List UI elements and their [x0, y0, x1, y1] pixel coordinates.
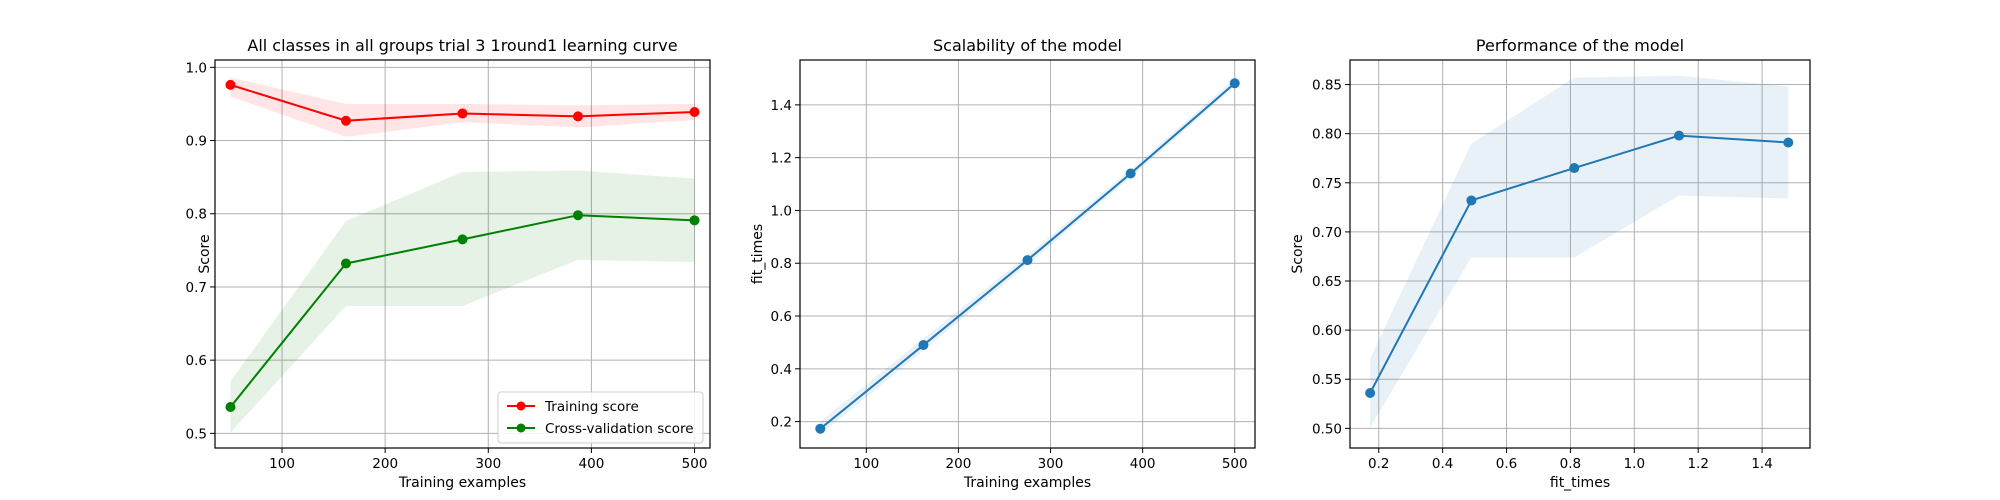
y-tick-label: 0.2	[771, 415, 792, 431]
confidence-band	[230, 170, 695, 433]
legend-frame	[497, 391, 704, 444]
data-point	[1022, 255, 1033, 266]
data-point	[457, 234, 468, 245]
y-tick-label: 0.85	[1312, 78, 1342, 94]
y-tick-label: 1.0	[186, 60, 207, 76]
scalability-ylabel: fit_times	[750, 224, 766, 284]
x-tick-label: 100	[269, 456, 295, 472]
plot-area: 0.2 0.4 0.6 0.8 1.0 1.2 1.4 0.50 0.55 0.60 0.65 0.7…	[1312, 59, 1811, 472]
y-tick-label: 0.60	[1312, 323, 1342, 339]
y-tick-label: 0.9	[186, 134, 207, 150]
data-point	[918, 340, 929, 351]
learning-curve-ylabel: Score	[197, 234, 213, 273]
x-tick-label: 0.8	[1560, 456, 1581, 472]
plot-area: 100 200 300 400 500 0.2 0.4 0.6 0.8 1.0 1.2 1.4	[771, 59, 1256, 472]
x-tick-label: 100	[853, 456, 879, 472]
data-point	[815, 423, 826, 434]
data-point	[1466, 195, 1477, 206]
data-point	[689, 215, 700, 226]
y-tick-label: 1.4	[771, 98, 792, 114]
axes-frame	[799, 59, 1256, 449]
learning-curve-xlabel: Training examples	[398, 475, 526, 491]
learning-curve-legend: Training score Cross-validation score	[497, 391, 704, 444]
y-tick-label: 0.6	[771, 309, 792, 325]
legend-cv-label: Cross-validation score	[545, 421, 694, 437]
x-tick-label: 300	[1038, 456, 1064, 472]
data-point	[689, 106, 700, 117]
data-point	[1783, 137, 1794, 148]
scalability-panel: 100 200 300 400 500 0.2 0.4 0.6 0.8 1.0 1.2 1.4 Sca…	[750, 36, 1256, 491]
data-point	[1125, 168, 1136, 179]
data-point	[1365, 387, 1376, 398]
axes-frame	[1349, 59, 1811, 449]
data-point	[340, 258, 351, 269]
performance-xlabel: fit_times	[1550, 475, 1610, 491]
x-tick-label: 0.6	[1496, 456, 1517, 472]
data-point	[1569, 163, 1580, 174]
x-tick-label: 500	[1222, 456, 1248, 472]
x-tick-label: 500	[682, 456, 708, 472]
data-point	[340, 115, 351, 126]
y-tick-label: 0.70	[1312, 225, 1342, 241]
legend-cv-marker	[516, 423, 526, 433]
data-point	[573, 111, 583, 122]
y-tick-label: 0.50	[1312, 421, 1342, 437]
y-tick-label: 0.65	[1312, 274, 1342, 290]
learning-curve-panel: 100 200 300 400 500 0.5 0.6 0.7 0.8 0.9 1.0 All cl…	[186, 36, 711, 491]
y-tick-label: 0.55	[1312, 372, 1342, 388]
y-tick-label: 0.75	[1312, 176, 1342, 192]
y-tick-label: 1.0	[771, 203, 792, 219]
scalability-xlabel: Training examples	[963, 475, 1091, 491]
x-tick-label: 1.4	[1751, 456, 1772, 472]
y-tick-label: 0.5	[186, 426, 207, 442]
data-point	[457, 108, 468, 119]
legend-training-label: Training score	[544, 399, 639, 415]
x-tick-label: 200	[946, 456, 972, 472]
data-point	[1229, 78, 1240, 89]
axes-frame	[214, 59, 711, 449]
data-point	[1674, 130, 1685, 141]
performance-title: Performance of the model	[1476, 36, 1684, 55]
plot-area: 100 200 300 400 500 0.5 0.6 0.7 0.8 0.9 1.0	[186, 59, 711, 472]
y-tick-label: 0.8	[186, 207, 207, 223]
y-tick-label: 1.2	[771, 151, 792, 167]
confidence-band	[1370, 75, 1789, 428]
y-tick-label: 0.4	[771, 362, 792, 378]
x-tick-label: 0.2	[1368, 456, 1389, 472]
x-tick-label: 1.0	[1624, 456, 1645, 472]
data-point	[225, 402, 236, 413]
x-tick-label: 1.2	[1687, 456, 1708, 472]
x-tick-label: 400	[579, 456, 605, 472]
learning-curve-title: All classes in all groups trial 3 1round…	[247, 36, 677, 55]
performance-ylabel: Score	[1290, 234, 1306, 273]
data-point	[573, 210, 583, 221]
performance-panel: 0.2 0.4 0.6 0.8 1.0 1.2 1.4 0.50 0.55 0.60 0.65 0.7…	[1290, 36, 1811, 491]
x-tick-label: 200	[372, 456, 398, 472]
x-tick-label: 0.4	[1432, 456, 1453, 472]
y-tick-label: 0.6	[186, 353, 207, 369]
scalability-title: Scalability of the model	[933, 36, 1122, 55]
x-tick-label: 300	[475, 456, 501, 472]
y-tick-label: 0.7	[186, 280, 207, 296]
legend-training-marker	[516, 401, 526, 411]
y-tick-label: 0.8	[771, 256, 792, 272]
x-tick-label: 400	[1130, 456, 1156, 472]
data-point	[225, 79, 236, 90]
y-tick-label: 0.80	[1312, 127, 1342, 143]
